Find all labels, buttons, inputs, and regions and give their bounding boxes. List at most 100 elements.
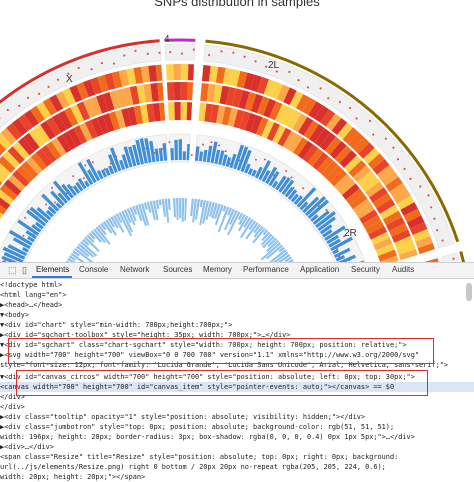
histogram-bar-inner <box>182 198 185 222</box>
heatmap-cell <box>167 82 174 100</box>
snp-dot <box>225 150 227 152</box>
histogram-bar <box>179 139 182 160</box>
tab-network[interactable]: Network <box>120 265 149 274</box>
histogram-bar <box>174 140 178 160</box>
snp-dot <box>22 235 24 237</box>
snp-dot <box>285 170 287 172</box>
heatmap-cell <box>187 82 193 100</box>
snp-dot <box>27 97 29 99</box>
snp-dot <box>18 105 20 107</box>
snp-dot <box>169 51 171 53</box>
chromosome-label: X <box>66 74 73 85</box>
dom-line[interactable]: <html lang="en"> <box>0 290 66 300</box>
device-toggle-icon[interactable]: ▯ <box>22 265 27 276</box>
chromosome-label: 2R <box>344 228 357 239</box>
snp-dot <box>372 134 374 136</box>
snp-dot <box>327 97 329 99</box>
snp-dot <box>72 175 74 177</box>
snp-dot <box>101 62 103 64</box>
active-tab-indicator <box>32 276 72 278</box>
snp-dot <box>232 52 234 54</box>
heatmap-cell <box>187 102 192 120</box>
dom-line[interactable]: style="font-size: 12px; font-family: 'Lu… <box>0 360 448 370</box>
histogram-bar-inner <box>159 199 162 205</box>
snp-dot <box>158 52 160 54</box>
snp-dot <box>254 60 256 62</box>
snp-dot <box>430 206 432 208</box>
dom-line[interactable]: ▶<div class="tooltip" opacity="1" style=… <box>0 412 365 422</box>
dom-line[interactable]: width: 20px; height: 20px;"></span> <box>0 472 145 482</box>
snp-dot <box>403 168 405 170</box>
heatmap-cell <box>174 102 180 120</box>
snp-dot <box>356 117 358 119</box>
snp-dot <box>339 101 341 103</box>
snp-dot <box>191 154 193 156</box>
dom-line[interactable]: ▶<div>…</div> <box>0 442 54 452</box>
snp-dot <box>202 144 204 146</box>
snp-dot <box>307 86 309 88</box>
snp-dot <box>264 159 266 161</box>
dom-line[interactable]: ▶<svg width="700" height="700" viewBox="… <box>0 350 419 360</box>
dom-line[interactable]: <!doctype html> <box>0 280 62 290</box>
dom-line[interactable]: ▶<head>…</head> <box>0 300 62 310</box>
snp-dot <box>54 201 56 203</box>
dom-line[interactable]: ▶<div id="sgchart-toolbox" style="height… <box>0 330 290 340</box>
histogram-bar-inner <box>176 198 179 220</box>
dom-line[interactable]: ▼<div id="sgchart" class="chart-sgchart"… <box>0 340 407 350</box>
snp-dot <box>243 56 245 58</box>
snp-dot <box>288 71 290 73</box>
snp-dot <box>113 62 115 64</box>
heatmap-cell <box>181 102 187 120</box>
histogram-bar-inner <box>179 198 181 218</box>
snp-dot <box>45 203 47 205</box>
dom-line-selected[interactable]: <canvas width="700" height="700" id="can… <box>0 382 474 392</box>
snp-dot <box>218 145 220 147</box>
snp-dot <box>208 54 210 56</box>
histogram-bar-inner <box>171 198 172 206</box>
snp-dot <box>427 194 429 196</box>
histogram-bar-inner <box>200 200 203 207</box>
dom-line[interactable]: ▼<body> <box>0 310 29 320</box>
snp-dot <box>90 68 92 70</box>
heatmap-cell <box>181 64 189 80</box>
snp-dot <box>7 109 9 111</box>
snp-dot <box>297 79 299 81</box>
snp-dot <box>397 158 399 160</box>
heatmap-cell <box>181 82 188 100</box>
dom-line[interactable]: ▼<div id="canvas_circos" width="700" hei… <box>0 372 415 382</box>
dom-line[interactable]: </div> <box>0 402 25 412</box>
snp-dot <box>409 178 411 180</box>
dom-line[interactable]: width: 196px; height: 20px; border-radiu… <box>0 432 415 442</box>
snp-dot <box>38 93 40 95</box>
histogram-bar <box>183 151 186 160</box>
histogram-bar <box>170 148 174 160</box>
tab-audits[interactable]: Audits <box>392 265 414 274</box>
snp-dot <box>265 66 267 68</box>
devtools-panel: ⬚ ▯ Elements Console Network Sources Mem… <box>0 262 474 465</box>
snp-dot <box>419 185 421 187</box>
devtools-scrollbar[interactable] <box>466 283 472 301</box>
snp-dot <box>78 67 80 69</box>
inspect-element-icon[interactable]: ⬚ <box>8 265 17 276</box>
tab-elements[interactable]: Elements <box>36 265 69 274</box>
heatmap-cell <box>173 64 180 80</box>
dom-line[interactable]: </div> <box>0 392 25 402</box>
dom-line[interactable]: ▼<div id="chart" style="min-width: 700px… <box>0 320 232 330</box>
histogram-bar-inner <box>168 198 171 210</box>
chromosome-label: 4 <box>164 34 170 45</box>
tab-memory[interactable]: Memory <box>203 265 232 274</box>
tab-console[interactable]: Console <box>79 265 108 274</box>
tab-sources[interactable]: Sources <box>163 265 192 274</box>
snp-dot <box>168 141 170 143</box>
snp-dot <box>147 53 149 55</box>
dom-line[interactable]: <span class="Resize" title="Resize" styl… <box>0 452 398 462</box>
snp-dot <box>433 218 435 220</box>
dom-line[interactable]: ▶<div class="jumbotron" style="top: 0px;… <box>0 422 394 432</box>
tab-performance[interactable]: Performance <box>243 265 289 274</box>
heatmap-cell <box>188 64 194 80</box>
heatmap-cell <box>166 64 174 80</box>
tab-security[interactable]: Security <box>351 265 380 274</box>
tab-application[interactable]: Application <box>300 265 339 274</box>
snp-dot <box>392 147 394 149</box>
